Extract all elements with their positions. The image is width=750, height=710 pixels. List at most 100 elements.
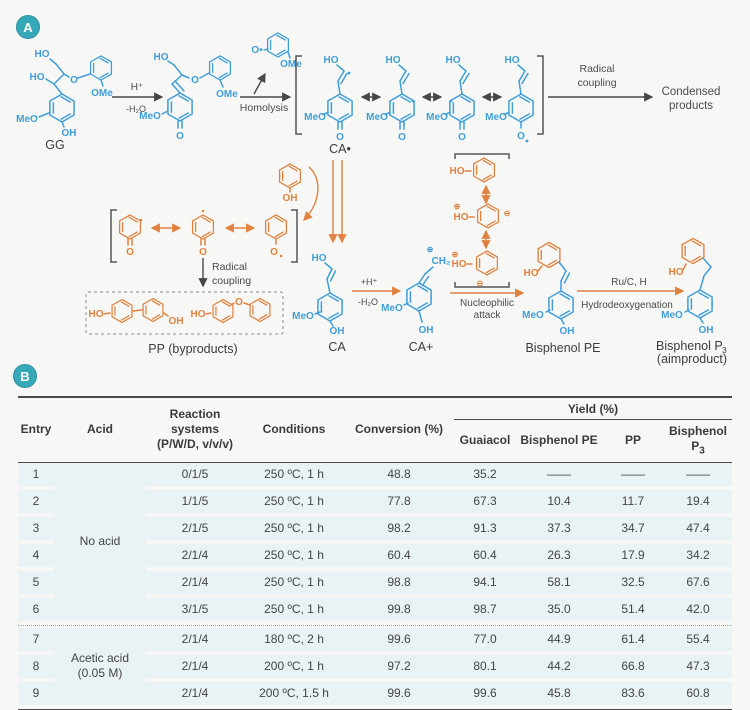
acid-group-acetic: Acetic acid (0.05 M) bbox=[54, 627, 146, 709]
molecule-ca-radical-2: HO MeO O bbox=[366, 55, 415, 143]
svg-text:MeO: MeO bbox=[304, 112, 326, 123]
svg-text:O: O bbox=[199, 247, 207, 258]
svg-text:Radical: Radical bbox=[579, 63, 614, 75]
svg-text:3: 3 bbox=[722, 345, 727, 355]
svg-text:MeO: MeO bbox=[485, 112, 507, 123]
table-row: 2 1/1/5 250 ºC, 1 h 77.8 67.3 10.4 11.7 … bbox=[18, 489, 732, 517]
svg-text:HO: HO bbox=[452, 259, 467, 270]
svg-text:HO: HO bbox=[386, 55, 401, 66]
molecule-ca-radical-3: HO MeO O bbox=[426, 55, 475, 143]
label-ca-radical: CA• bbox=[329, 142, 351, 156]
table-row: 1 No acid 0/1/5 250 ºC, 1 h 48.8 35.2 ——… bbox=[18, 462, 732, 621]
molecule-bisphenol-p3: HO MeO OH bbox=[661, 237, 714, 336]
col-entry: Entry bbox=[18, 398, 54, 463]
svg-text:MeO: MeO bbox=[366, 112, 388, 123]
arrow-homolysis: Homolysis bbox=[240, 72, 292, 114]
arrow-hydrodeoxygenation: Ru/C, H Hydrodeoxygenation bbox=[577, 277, 685, 311]
arrow-radical-coupling-pp: Radical coupling bbox=[198, 258, 251, 288]
molecule-biphenol: HO OH bbox=[89, 297, 184, 327]
svg-text:HO: HO bbox=[454, 212, 469, 223]
svg-text:HO: HO bbox=[30, 72, 45, 83]
svg-text:MeO: MeO bbox=[292, 311, 314, 322]
molecule-bisphenol-pe: HO MeO OH bbox=[522, 241, 575, 337]
svg-text:MeO: MeO bbox=[381, 303, 403, 314]
svg-text:O: O bbox=[270, 247, 278, 258]
col-pp: PP bbox=[602, 420, 664, 463]
col-conversion: Conversion (%) bbox=[344, 398, 454, 463]
label-bisphenol-p3: Bisphenol P bbox=[656, 339, 723, 353]
molecule-diphenyl-ether: HO O bbox=[191, 297, 271, 324]
svg-text:MeO: MeO bbox=[661, 310, 683, 321]
svg-text:OH: OH bbox=[62, 128, 77, 139]
col-conditions: Conditions bbox=[244, 398, 344, 463]
svg-text:HO: HO bbox=[154, 52, 169, 63]
svg-text:OH: OH bbox=[699, 325, 714, 336]
reaction-scheme: HO O HO MeO OH OMe GG H⁺ -H₂O bbox=[16, 32, 727, 366]
svg-text:-H₂O: -H₂O bbox=[358, 297, 378, 307]
molecule-ca-plus: ⊕ CH₂ MeO OH bbox=[381, 245, 450, 336]
svg-text:OH: OH bbox=[283, 193, 298, 204]
svg-text:HO: HO bbox=[446, 55, 461, 66]
svg-text:HO: HO bbox=[505, 55, 520, 66]
group-divider bbox=[18, 624, 732, 628]
col-guaiacol: Guaiacol bbox=[454, 420, 516, 463]
bracket-close-ca-radical bbox=[537, 55, 544, 135]
svg-text:O: O bbox=[191, 75, 199, 86]
svg-text:O: O bbox=[336, 132, 344, 143]
svg-text:MeO: MeO bbox=[139, 111, 161, 122]
molecule-phenol-resonance-3: ⊕ HO ⊖ bbox=[452, 250, 499, 288]
svg-text:HO: HO bbox=[524, 268, 539, 279]
arrow-protonation: +H⁺ -H₂O bbox=[352, 277, 402, 307]
acid-group-no-acid: No acid bbox=[54, 462, 146, 625]
svg-text:OMe: OMe bbox=[91, 88, 113, 99]
svg-text:OH: OH bbox=[419, 325, 434, 336]
svg-text:H⁺: H⁺ bbox=[131, 82, 144, 93]
svg-text:HO: HO bbox=[450, 166, 465, 177]
arrow-nucleophilic-attack: Nucleophilic attack bbox=[450, 288, 525, 321]
molecule-phenoxy-1: O bbox=[118, 214, 143, 258]
arrow-radical-coupling-top: Radical coupling bbox=[548, 63, 654, 102]
molecule-guaiacol-radical: O• OMe bbox=[251, 32, 302, 70]
panel-b-badge: B bbox=[13, 364, 37, 388]
svg-text:HO: HO bbox=[312, 253, 327, 264]
col-yield-group: Yield (%) bbox=[454, 398, 732, 420]
svg-text:CH₂: CH₂ bbox=[432, 256, 451, 267]
pp-byproducts-box bbox=[85, 291, 284, 335]
curved-arrow-phenol bbox=[303, 166, 319, 221]
svg-text:coupling: coupling bbox=[577, 77, 616, 89]
svg-text:HO: HO bbox=[89, 309, 104, 320]
results-table-wrapper: Entry Acid Reaction systems (P/W/D, v/v/… bbox=[18, 396, 732, 710]
table-row: 6 3/1/5 250 ºC, 1 h 99.8 98.7 35.0 51.4 … bbox=[18, 597, 732, 625]
arrow-dehydration: H⁺ -H₂O bbox=[112, 82, 164, 114]
svg-text:⊕: ⊕ bbox=[454, 202, 461, 211]
svg-text:HO: HO bbox=[669, 267, 684, 278]
table-row: 3 2/1/5 250 ºC, 1 h 98.2 91.3 37.3 34.7 … bbox=[18, 516, 732, 544]
svg-text:MeO: MeO bbox=[522, 310, 544, 321]
col-acid: Acid bbox=[54, 398, 146, 463]
svg-text:HO: HO bbox=[191, 309, 206, 320]
svg-text:-H₂O: -H₂O bbox=[126, 104, 146, 114]
svg-text:⊖: ⊖ bbox=[477, 279, 484, 288]
label-aimproduct: (aimproduct) bbox=[657, 352, 727, 366]
svg-text:OH: OH bbox=[560, 326, 575, 337]
svg-text:Hydrodeoxygenation: Hydrodeoxygenation bbox=[581, 300, 673, 311]
bracket-bottom-phenol-resonance bbox=[454, 282, 510, 288]
bracket-close-phenoxy bbox=[291, 209, 298, 263]
table-row: 8 2/1/4 200 ºC, 1 h 97.2 80.1 44.2 66.8 … bbox=[18, 654, 732, 682]
molecule-phenoxy-3: O bbox=[264, 214, 288, 258]
svg-text:O: O bbox=[458, 132, 466, 143]
bracket-top-phenol-resonance bbox=[454, 153, 510, 159]
molecule-ca-radical-1: HO MeO O bbox=[304, 55, 353, 143]
svg-text:+H⁺: +H⁺ bbox=[361, 277, 378, 287]
label-bisphenol-pe: Bisphenol PE bbox=[525, 341, 600, 355]
svg-text:HO: HO bbox=[35, 49, 50, 60]
molecule-ca: HO MeO OH bbox=[292, 253, 344, 337]
col-bisphenol-pe: Bisphenol PE bbox=[516, 420, 602, 463]
svg-text:O: O bbox=[517, 131, 525, 142]
svg-text:OMe: OMe bbox=[216, 89, 238, 100]
molecule-phenol: OH bbox=[278, 163, 302, 204]
bracket-open-phenoxy bbox=[110, 209, 117, 263]
label-ca-plus: CA+ bbox=[409, 340, 434, 354]
svg-text:⊖: ⊖ bbox=[504, 209, 511, 218]
